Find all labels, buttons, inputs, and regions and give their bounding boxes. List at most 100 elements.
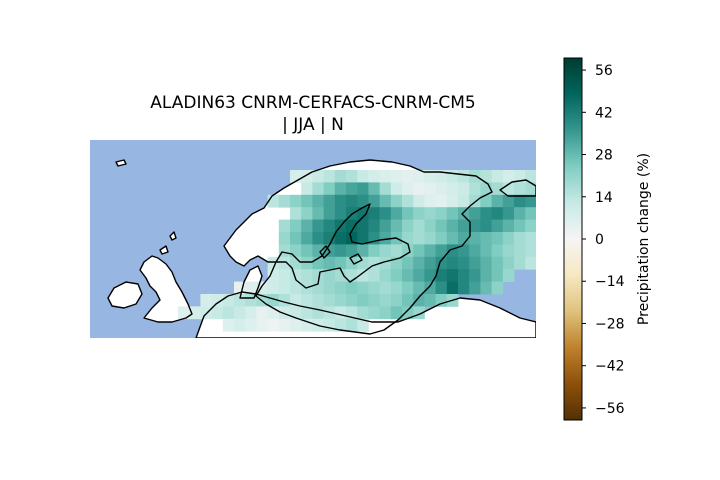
- grid-cell: [245, 281, 257, 295]
- grid-cell: [346, 318, 358, 332]
- grid-cell: [368, 219, 380, 233]
- grid-cell: [548, 207, 560, 220]
- grid-cell: [413, 232, 425, 245]
- grid-cell: [604, 207, 616, 220]
- grid-cell: [435, 232, 448, 245]
- coastline: [223, 159, 493, 335]
- grid-cell: [290, 281, 302, 295]
- grid-cell: [222, 294, 235, 307]
- grid-cell: [514, 232, 526, 245]
- grid-cell: [491, 182, 504, 196]
- grid-cell: [346, 306, 358, 320]
- grid-cell: [536, 244, 548, 257]
- grid-cell: [312, 244, 324, 258]
- grid-cell: [200, 294, 212, 307]
- grid-cell: [290, 232, 302, 245]
- colorbar-tick-label: 56: [595, 63, 613, 79]
- grid-cell: [368, 207, 380, 220]
- grid-cell: [615, 207, 627, 220]
- grid-cell: [368, 244, 380, 258]
- grid-cell: [581, 220, 593, 233]
- grid-cell: [334, 306, 347, 320]
- coastline: [349, 253, 363, 265]
- grid-cell: [435, 256, 448, 270]
- grid-cell: [334, 232, 347, 245]
- grid-cell: [346, 194, 358, 208]
- grid-cell: [189, 306, 201, 320]
- grid-cell: [469, 256, 481, 270]
- colorbar: 56 42 28 14 0 −14 −28 −42 −56 Precipitation chan…: [563, 57, 652, 421]
- grid-cell: [312, 294, 324, 307]
- grid-cell: [379, 194, 392, 208]
- grid-cell: [379, 219, 392, 233]
- grid-cell: [357, 219, 369, 233]
- grid-cell: [402, 269, 414, 282]
- grid-cell: [290, 318, 302, 332]
- grid-cell: [514, 170, 526, 183]
- grid-cell: [480, 232, 492, 245]
- grid-cell: [514, 244, 526, 258]
- grid-cell: [390, 207, 403, 220]
- grid-cell: [480, 194, 492, 208]
- grid-cell: [525, 182, 536, 196]
- grid-cell: [256, 281, 268, 295]
- grid-cell: [413, 170, 425, 183]
- grid-cell: [390, 256, 403, 270]
- grid-cell: [458, 170, 470, 183]
- grid-cell: [491, 269, 504, 282]
- grid-cell: [368, 256, 380, 270]
- grid-cell: [548, 232, 560, 245]
- grid-cell: [435, 194, 448, 208]
- coastline: [195, 291, 536, 338]
- grid-cell: [290, 244, 302, 258]
- grid-cell: [334, 294, 347, 307]
- grid-cell: [323, 170, 336, 183]
- grid-cell: [402, 256, 414, 270]
- grid-cell: [502, 256, 515, 270]
- grid-cell: [514, 219, 526, 233]
- grid-cell: [290, 256, 302, 270]
- grid-cell: [278, 219, 291, 233]
- grid-cell: [323, 256, 336, 270]
- grid-cell: [379, 232, 392, 245]
- grid-cell: [390, 269, 403, 282]
- grid-cell: [581, 207, 593, 220]
- grid-cell: [368, 194, 380, 208]
- grid-cell: [615, 195, 627, 208]
- grid-cell: [267, 256, 280, 270]
- grid-cell: [458, 244, 470, 258]
- colorbar-tick-label: −56: [595, 401, 625, 417]
- grid-cell: [368, 182, 380, 196]
- grid-cell: [301, 294, 313, 307]
- grid-cell: [334, 170, 347, 183]
- great-britain-landmass: [140, 256, 192, 322]
- grid-cell: [615, 182, 627, 195]
- grid-cell: [245, 318, 257, 332]
- grid-cell: [402, 219, 414, 233]
- colorbar-tick-label: 28: [595, 148, 613, 164]
- grid-cell: [346, 269, 358, 282]
- grid-cell: [446, 194, 459, 208]
- grid-cell: [346, 170, 358, 183]
- grid-cell: [312, 207, 324, 220]
- colorbar-tick-label: 14: [595, 190, 613, 206]
- grid-cell: [424, 256, 436, 270]
- grid-cell: [458, 194, 470, 208]
- grid-cell: [491, 281, 504, 295]
- grid-cell: [424, 170, 436, 183]
- grid-cell: [424, 269, 436, 282]
- grid-cell: [581, 182, 593, 195]
- coastline: [139, 255, 193, 323]
- grid-cell: [312, 306, 324, 320]
- grid-cell: [402, 244, 414, 258]
- grid-cell: [402, 182, 414, 196]
- grid-cell: [301, 269, 313, 282]
- grid-cell: [514, 256, 526, 270]
- grid-cell: [480, 269, 492, 282]
- grid-cell: [435, 244, 448, 258]
- grid-cell: [502, 244, 515, 258]
- grid-cell: [379, 207, 392, 220]
- grid-cell: [290, 194, 302, 208]
- grid-cell: [379, 244, 392, 258]
- grid-cell: [536, 232, 548, 245]
